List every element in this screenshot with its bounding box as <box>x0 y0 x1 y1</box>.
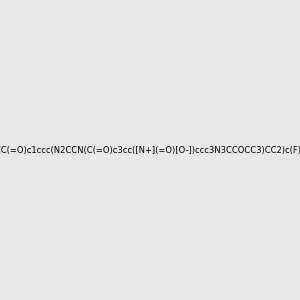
Text: CCC(=O)c1ccc(N2CCN(C(=O)c3cc([N+](=O)[O-])ccc3N3CCOCC3)CC2)c(F)c1: CCC(=O)c1ccc(N2CCN(C(=O)c3cc([N+](=O)[O-… <box>0 146 300 154</box>
